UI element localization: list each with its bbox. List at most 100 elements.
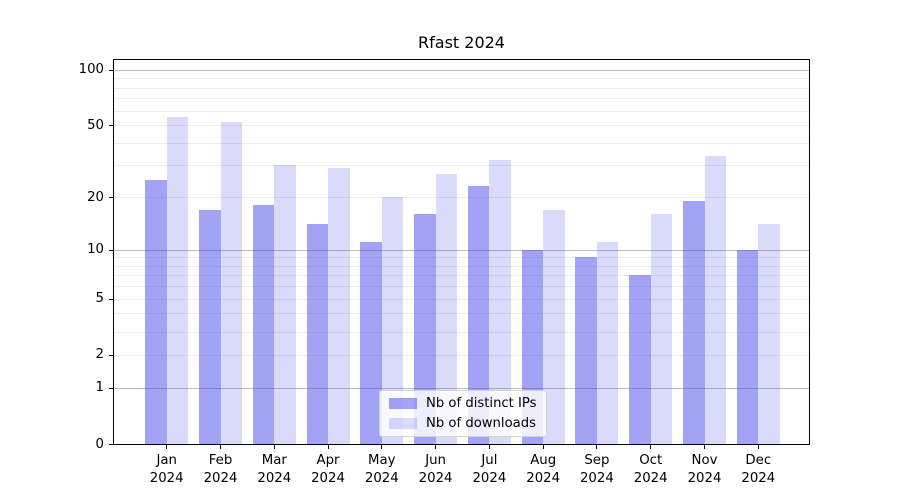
gridline-minor-4 (114, 313, 809, 315)
y-tick-1 (109, 387, 113, 389)
x-tick-year: 2024 (741, 470, 776, 486)
bar-downloads-oct (650, 214, 673, 444)
bar-distinct-ips-apr (306, 224, 328, 444)
x-tick-jul (488, 445, 490, 449)
x-tick-label-mar: Mar 2024 (231, 452, 317, 487)
gridline-minor-80 (114, 87, 809, 89)
legend: Nb of distinct IPs Nb of downloads (379, 390, 547, 437)
y-tick-10 (109, 249, 113, 251)
x-tick-label-dec: Dec 2024 (715, 452, 801, 487)
y-tick-label-0: 0 (95, 436, 104, 452)
x-tick-dec (757, 445, 759, 449)
x-tick-label-jul: Jul 2024 (446, 452, 532, 487)
x-tick-oct (650, 445, 652, 449)
y-tick-5 (109, 298, 113, 300)
bar-distinct-ips-oct (629, 275, 651, 444)
bar-downloads-sep (596, 242, 619, 444)
bar-downloads-jul (489, 160, 511, 444)
x-tick-label-oct: Oct 2024 (608, 452, 694, 487)
bar-distinct-ips-mar (252, 205, 275, 444)
gridline-major-100 (114, 69, 809, 71)
y-tick-100 (109, 69, 113, 71)
gridline-minor-8 (114, 265, 809, 267)
legend-swatch-distinct-ips (389, 398, 417, 410)
gridline-minor-90 (114, 78, 809, 80)
x-tick-year: 2024 (418, 470, 453, 486)
x-tick-nov (704, 445, 705, 449)
x-tick-month: Jun (425, 453, 446, 468)
bar-downloads-jan (166, 117, 189, 444)
x-tick-month: Aug (530, 453, 557, 468)
bar-distinct-ips-nov (683, 201, 705, 444)
gridline-minor-9 (114, 257, 809, 259)
gridline-minor-50 (114, 125, 809, 126)
x-tick-label-may: May 2024 (339, 452, 425, 487)
bar-downloads-jun (435, 173, 458, 444)
legend-label-distinct-ips: Nb of distinct IPs (426, 396, 537, 412)
bar-distinct-ips-feb (199, 209, 221, 444)
gridline-minor-7 (114, 275, 809, 277)
bar-distinct-ips-jun (414, 214, 436, 444)
bar-downloads-mar (274, 165, 296, 444)
x-tick-year: 2024 (311, 470, 345, 486)
y-tick-label-100: 100 (78, 62, 104, 78)
gridline-minor-6 (114, 286, 809, 288)
gridline-minor-40 (114, 142, 809, 144)
bar-distinct-ips-sep (575, 257, 597, 444)
x-tick-year: 2024 (633, 470, 668, 486)
x-tick-month: Dec (745, 453, 772, 468)
x-tick-month: Mar (261, 453, 287, 468)
gridline-minor-20 (114, 197, 809, 198)
x-tick-label-feb: Feb 2024 (178, 452, 264, 487)
y-tick-label-5: 5 (95, 291, 104, 307)
x-tick-may (381, 445, 383, 449)
x-tick-month: Apr (316, 453, 340, 468)
x-tick-label-sep: Sep 2024 (554, 452, 640, 487)
gridline-major-1 (114, 387, 809, 389)
bar-downloads-may (381, 197, 404, 444)
x-tick-year: 2024 (687, 470, 722, 486)
gridline-minor-3 (114, 331, 809, 333)
chart-title: Rfast 2024 (418, 33, 505, 52)
gridline-minor-30 (114, 165, 809, 167)
gridline-minor-70 (114, 98, 809, 100)
bar-distinct-ips-may (360, 242, 382, 444)
x-tick-month: Oct (639, 453, 663, 468)
x-tick-month: Nov (691, 453, 718, 468)
legend-swatch-downloads (389, 417, 417, 429)
bar-distinct-ips-jul (467, 186, 490, 444)
x-tick-month: Sep (584, 453, 610, 468)
legend-label-downloads: Nb of downloads (426, 415, 536, 431)
y-tick-50 (109, 125, 113, 126)
gridline-minor-60 (114, 110, 809, 112)
y-tick-label-1: 1 (95, 380, 104, 396)
bar-downloads-feb (220, 121, 242, 444)
x-tick-year: 2024 (364, 470, 399, 486)
y-tick-label-50: 50 (87, 117, 104, 133)
y-tick-20 (109, 197, 113, 198)
x-tick-year: 2024 (149, 470, 184, 486)
x-tick-label-aug: Aug 2024 (500, 452, 586, 487)
x-tick-jun (435, 445, 437, 449)
bar-downloads-apr (328, 168, 350, 444)
x-tick-month: May (368, 453, 396, 468)
gridline-minor-2 (114, 354, 809, 356)
legend-item-downloads: Nb of downloads (389, 415, 537, 432)
x-tick-year: 2024 (203, 470, 238, 486)
bar-distinct-ips-jan (145, 179, 167, 444)
x-tick-apr (327, 445, 329, 449)
x-tick-aug (542, 445, 544, 449)
gridline-major-10 (114, 249, 809, 251)
y-tick-2 (109, 354, 113, 356)
y-tick-0 (109, 444, 113, 445)
x-tick-mar (273, 445, 275, 449)
y-tick-label-20: 20 (87, 189, 104, 205)
bar-downloads-nov (704, 155, 726, 444)
x-tick-jan (166, 445, 168, 449)
bar-downloads-dec (758, 224, 780, 444)
bar-downloads-aug (543, 209, 565, 444)
x-tick-label-nov: Nov 2024 (662, 452, 748, 487)
y-tick-label-2: 2 (95, 347, 104, 363)
legend-item-distinct-ips: Nb of distinct IPs (389, 395, 537, 412)
x-tick-month: Feb (208, 453, 233, 468)
